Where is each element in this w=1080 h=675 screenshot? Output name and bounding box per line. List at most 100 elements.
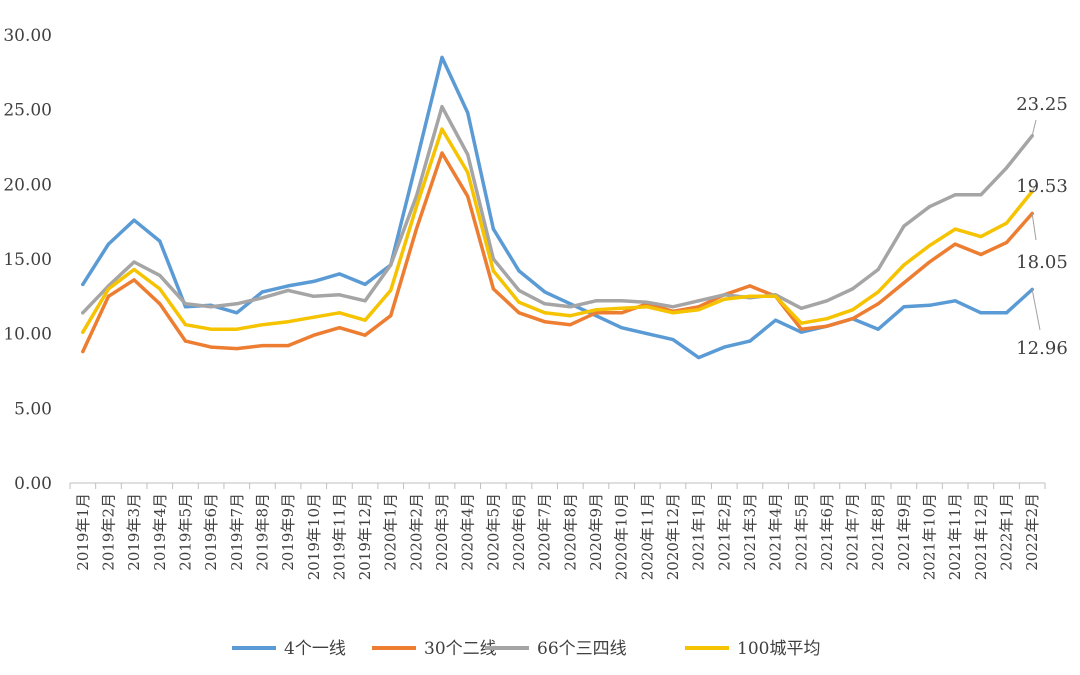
data-label-0: 12.96	[1016, 338, 1068, 359]
x-tick-label: 2019年12月	[356, 493, 374, 580]
data-point	[183, 302, 188, 306]
data-point	[620, 299, 624, 303]
data-point	[312, 279, 316, 283]
data-point	[594, 308, 598, 312]
data-point	[132, 267, 136, 272]
data-point	[286, 320, 290, 324]
data-point	[440, 127, 444, 131]
data-point	[645, 300, 649, 304]
x-tick-label: 2022年2月	[1023, 493, 1041, 571]
data-point	[722, 345, 726, 349]
data-point	[337, 272, 342, 276]
data-point	[312, 333, 316, 337]
data-point	[620, 306, 624, 310]
x-tick-label: 2021年8月	[869, 493, 887, 571]
data-point	[491, 257, 495, 261]
x-tick-label: 2019年11月	[330, 493, 348, 580]
x-tick-label: 2021年5月	[792, 493, 810, 571]
data-point	[953, 299, 957, 303]
data-point	[440, 105, 444, 109]
x-tick-label: 2020年11月	[638, 493, 656, 580]
x-tick-label: 2020年1月	[382, 493, 400, 571]
data-point	[850, 287, 855, 291]
x-tick-label: 2022年1月	[998, 493, 1016, 571]
data-point	[363, 318, 367, 322]
series-line-3	[81, 127, 1034, 334]
data-point	[235, 347, 239, 351]
data-point	[466, 170, 470, 174]
data-label-leader	[1031, 184, 1037, 192]
data-point	[979, 235, 983, 239]
data-point	[902, 305, 906, 309]
data-point	[799, 327, 803, 331]
data-point	[543, 290, 547, 294]
data-point	[491, 269, 495, 273]
data-point	[260, 290, 265, 294]
data-point	[158, 302, 162, 306]
x-tick-label: 2019年1月	[74, 493, 92, 571]
x-tick-label: 2020年6月	[510, 493, 528, 571]
data-point	[953, 242, 957, 246]
data-point	[260, 296, 265, 300]
series-line-2	[81, 104, 1034, 315]
data-label-1: 18.05	[1016, 252, 1068, 273]
data-point	[209, 345, 213, 349]
data-point	[132, 260, 136, 264]
data-point	[337, 326, 342, 330]
x-tick-label: 2019年4月	[151, 493, 169, 571]
data-point	[286, 284, 290, 288]
data-point	[876, 302, 880, 306]
data-point	[568, 302, 572, 306]
data-point	[876, 267, 880, 272]
data-point	[722, 293, 726, 297]
data-point	[81, 282, 85, 286]
data-point	[491, 287, 495, 291]
data-point	[389, 314, 393, 318]
data-point	[927, 260, 932, 264]
legend-label-0: 4个一线	[284, 639, 346, 659]
x-tick-label: 2019年6月	[202, 493, 220, 571]
data-point	[235, 327, 239, 331]
data-point	[850, 317, 855, 321]
data-point	[722, 297, 726, 301]
x-tick-label: 2021年11月	[946, 493, 964, 580]
data-point	[389, 288, 393, 292]
data-point	[748, 284, 752, 288]
x-tick-label: 2020年12月	[664, 493, 682, 580]
data-point	[466, 152, 470, 157]
data-point	[748, 294, 752, 298]
y-tick-label: 20.00	[3, 175, 52, 195]
data-point	[927, 303, 932, 307]
data-label-leader	[1031, 289, 1041, 331]
x-tick-label: 2019年5月	[176, 493, 194, 571]
y-tick-label: 5.00	[14, 399, 52, 419]
data-point	[902, 263, 906, 267]
data-point	[671, 338, 675, 342]
data-point	[799, 321, 803, 325]
data-point	[312, 294, 316, 298]
data-point	[953, 227, 957, 231]
data-point	[183, 339, 188, 343]
data-point	[158, 239, 162, 243]
data-point	[825, 324, 829, 328]
data-point	[1004, 240, 1009, 245]
data-point	[260, 323, 265, 327]
data-point	[594, 299, 598, 303]
data-point	[620, 311, 624, 315]
x-tick-label: 2019年10月	[305, 493, 323, 580]
x-tick-label: 2021年10月	[921, 493, 939, 580]
data-point	[876, 327, 880, 331]
data-point	[363, 299, 367, 303]
data-point	[235, 302, 239, 306]
x-tick-label: 2021年7月	[844, 493, 862, 571]
data-point	[979, 193, 983, 197]
data-point	[953, 193, 957, 197]
data-point	[414, 160, 418, 164]
data-point	[671, 311, 675, 315]
x-tick-label: 2020年4月	[459, 493, 477, 571]
data-point	[81, 311, 85, 315]
data-point	[209, 327, 213, 331]
data-point	[645, 305, 649, 309]
data-point	[158, 287, 162, 291]
data-point	[132, 278, 136, 282]
